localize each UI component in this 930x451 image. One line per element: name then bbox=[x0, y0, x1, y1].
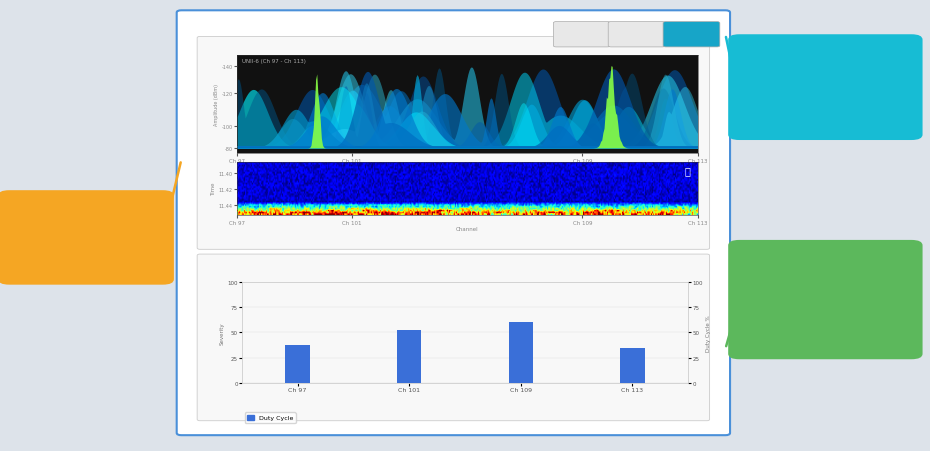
Bar bbox=[397, 331, 421, 383]
Text: 2.4 GHz: 2.4 GHz bbox=[568, 32, 595, 38]
Text: UNII-6 (Ch 97 - Ch 113): UNII-6 (Ch 97 - Ch 113) bbox=[242, 59, 306, 64]
Bar bbox=[286, 345, 310, 383]
Text: Capable to view
channels 1 to 233: Capable to view channels 1 to 233 bbox=[27, 223, 145, 253]
Y-axis label: Duty Cycle %: Duty Cycle % bbox=[706, 314, 711, 351]
X-axis label: Channel: Channel bbox=[456, 165, 479, 170]
Text: Radio Mode: Local    Channel: 97: Radio Mode: Local Channel: 97 bbox=[193, 31, 307, 37]
Bar bbox=[620, 348, 644, 383]
Y-axis label: Severity: Severity bbox=[219, 322, 224, 344]
Text: ⌕: ⌕ bbox=[684, 166, 691, 176]
Text: ○  Realtime FFT: ○ Realtime FFT bbox=[651, 44, 701, 49]
Text: Interference and Duty Cycle: Interference and Duty Cycle bbox=[206, 260, 327, 269]
Text: 5.0 GHz: 5.0 GHz bbox=[623, 32, 650, 38]
Y-axis label: Time: Time bbox=[211, 183, 216, 196]
Bar bbox=[509, 322, 533, 383]
Text: Toggle to view
6-GHz spectrum: Toggle to view 6-GHz spectrum bbox=[773, 73, 878, 103]
Text: Spectrum Analyzer: Spectrum Analyzer bbox=[206, 44, 287, 53]
Text: 6.0 GHz: 6.0 GHz bbox=[676, 32, 707, 38]
Text: Capture 6-GHz
duty cycle and
interference: Capture 6-GHz duty cycle and interferenc… bbox=[777, 276, 873, 323]
Y-axis label: Amplitude (dBm): Amplitude (dBm) bbox=[214, 84, 219, 126]
Legend: Duty Cycle: Duty Cycle bbox=[245, 412, 296, 423]
X-axis label: Channel: Channel bbox=[456, 226, 479, 231]
